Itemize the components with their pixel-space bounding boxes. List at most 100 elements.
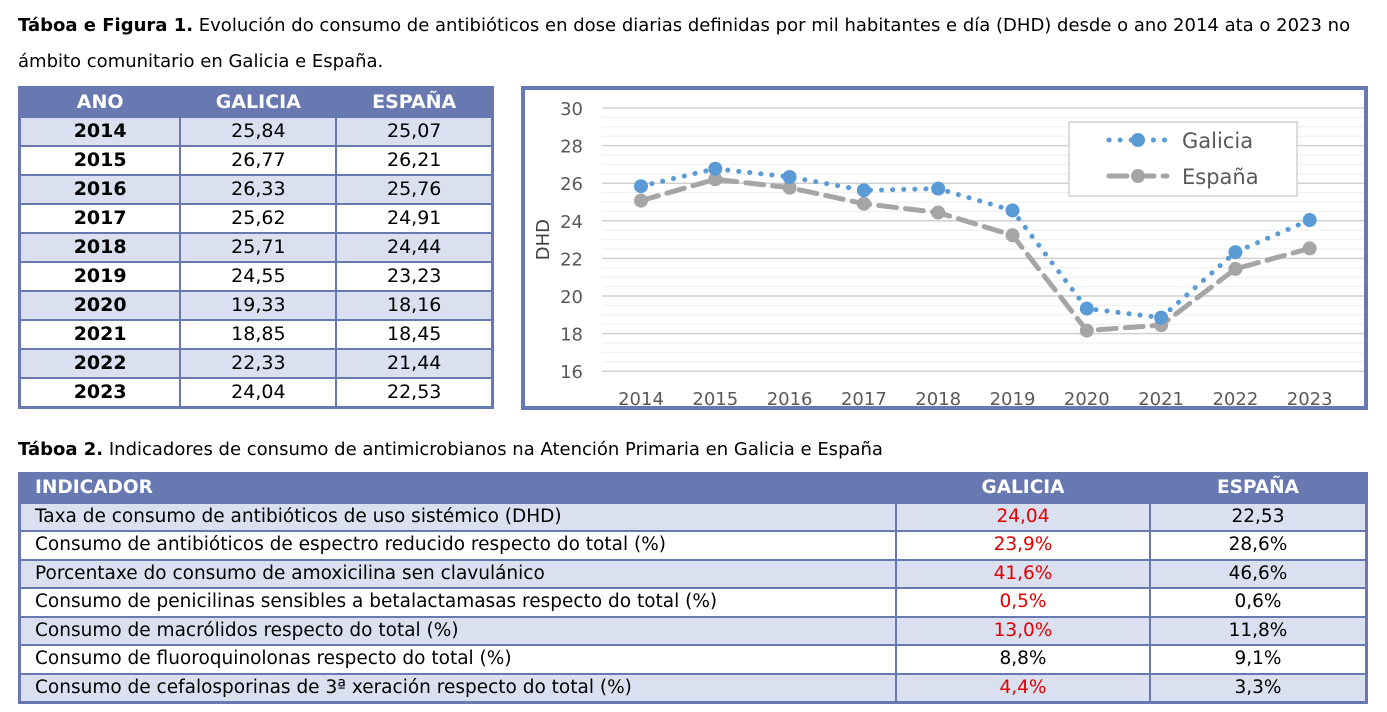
data-point	[1079, 323, 1094, 338]
cell-galicia: 25,84	[179, 116, 338, 147]
legend-label: Galicia	[1182, 129, 1253, 153]
data-point	[708, 172, 723, 187]
cell-indicator: Porcentaxe do consumo de amoxicilina sen…	[18, 558, 897, 589]
cell-galicia: 4,4%	[895, 672, 1151, 704]
y-tick-label: 24	[560, 212, 583, 233]
data-point	[1228, 261, 1243, 276]
data-point	[634, 179, 648, 194]
caption-label: Táboa e Figura 1.	[18, 15, 194, 36]
cell-galicia: 25,62	[179, 203, 338, 234]
x-tick-label: 2017	[841, 389, 887, 406]
table-2-caption: Táboa 2. Indicadores de consumo de antim…	[18, 432, 883, 468]
x-tick-label: 2023	[1287, 389, 1333, 406]
cell-year: 2022	[18, 348, 182, 379]
cell-espana: 22,53	[1149, 501, 1368, 532]
legend-label: España	[1182, 165, 1259, 189]
table-row: 2020 19,33 18,16	[18, 290, 494, 321]
cell-galicia: 41,6%	[895, 558, 1151, 589]
data-point	[1005, 228, 1020, 243]
cell-espana: 21,44	[335, 348, 494, 379]
cell-indicator: Consumo de cefalosporinas de 3ª xeración…	[18, 672, 897, 704]
data-point	[634, 193, 648, 208]
legend: Galicia España	[1068, 121, 1298, 197]
table-row: 2022 22,33 21,44	[18, 348, 494, 379]
data-point	[1154, 310, 1169, 325]
cell-indicator: Consumo de fluoroquinolonas respecto do …	[18, 644, 897, 675]
cell-espana: 28,6%	[1149, 530, 1368, 561]
legend-marker	[1131, 169, 1145, 183]
cell-year: 2019	[18, 261, 182, 292]
caption-text: Evolución do consumo de antibióticos en …	[18, 15, 1351, 72]
data-point	[931, 181, 946, 196]
col-header-indicator: INDICADOR	[18, 472, 897, 504]
data-point	[1005, 203, 1020, 218]
cell-year: 2023	[18, 377, 182, 409]
data-point	[1228, 245, 1243, 260]
cell-espana: 24,91	[335, 203, 494, 234]
cell-espana: 18,16	[335, 290, 494, 321]
cell-year: 2015	[18, 145, 182, 176]
data-point	[708, 161, 723, 176]
col-header-galicia: GALICIA	[179, 86, 338, 118]
x-tick-label: 2019	[990, 389, 1036, 406]
data-point	[1302, 241, 1317, 256]
line-chart: 16 18 20 22 24 26 28 30 2014 2015 2016 2017 2018 2019…	[521, 86, 1368, 410]
table-row: Taxa de consumo de antibióticos de uso s…	[18, 501, 1368, 532]
table-2: INDICADOR GALICIA ESPAÑA Taxa de consumo…	[18, 472, 1368, 704]
cell-espana: 22,53	[335, 377, 494, 409]
y-tick-label: 18	[560, 325, 583, 346]
table-row: 2018 25,71 24,44	[18, 232, 494, 263]
table-row: Consumo de penicilinas sensibles a betal…	[18, 587, 1368, 618]
cell-year: 2017	[18, 203, 182, 234]
series-line-1	[638, 176, 1313, 334]
cell-year: 2014	[18, 116, 182, 147]
cell-galicia: 23,9%	[895, 530, 1151, 561]
y-tick-label: 30	[560, 99, 583, 120]
y-tick-label: 16	[560, 362, 583, 383]
cell-galicia: 24,55	[179, 261, 338, 292]
table-row: Consumo de antibióticos de espectro redu…	[18, 530, 1368, 561]
y-tick-label: 28	[560, 137, 583, 158]
y-tick-label: 22	[560, 249, 583, 270]
cell-year: 2020	[18, 290, 182, 321]
cell-galicia: 8,8%	[895, 644, 1151, 675]
table-1: ANO GALICIA ESPAÑA 2014 25,84 25,07 2015 26,…	[18, 86, 494, 409]
table-row: 2014 25,84 25,07	[18, 116, 494, 147]
cell-galicia: 0,5%	[895, 587, 1151, 618]
y-tick-label: 20	[560, 287, 583, 308]
cell-espana: 24,44	[335, 232, 494, 263]
table-row: 2021 18,85 18,45	[18, 319, 494, 350]
x-tick-label: 2015	[692, 389, 738, 406]
y-tick-label: 26	[560, 174, 583, 195]
cell-galicia: 18,85	[179, 319, 338, 350]
figure-1-caption: Táboa e Figura 1. Evolución do consumo d…	[18, 8, 1378, 80]
data-point	[856, 183, 871, 198]
table-row: Consumo de cefalosporinas de 3ª xeración…	[18, 672, 1368, 704]
table-row: Consumo de macrólidos respecto do total …	[18, 615, 1368, 646]
data-point	[782, 180, 797, 195]
cell-espana: 9,1%	[1149, 644, 1368, 675]
cell-espana: 11,8%	[1149, 615, 1368, 646]
cell-galicia: 25,71	[179, 232, 338, 263]
cell-espana: 25,07	[335, 116, 494, 147]
table-row: 2017 25,62 24,91	[18, 203, 494, 234]
x-tick-label: 2022	[1212, 389, 1258, 406]
cell-galicia: 22,33	[179, 348, 338, 379]
table-row: 2019 24,55 23,23	[18, 261, 494, 292]
table-row: 2015 26,77 26,21	[18, 145, 494, 176]
col-header-espana: ESPAÑA	[1149, 472, 1368, 504]
col-header-espana: ESPAÑA	[335, 86, 494, 118]
table-row: 2016 26,33 25,76	[18, 174, 494, 205]
table-row: Porcentaxe do consumo de amoxicilina sen…	[18, 558, 1368, 589]
cell-galicia: 19,33	[179, 290, 338, 321]
cell-indicator: Consumo de macrólidos respecto do total …	[18, 615, 897, 646]
cell-year: 2016	[18, 174, 182, 205]
caption-label: Táboa 2.	[18, 439, 104, 460]
table-row: 2023 24,04 22,53	[18, 377, 494, 409]
data-point	[931, 205, 946, 220]
cell-indicator: Taxa de consumo de antibióticos de uso s…	[18, 501, 897, 532]
cell-espana: 46,6%	[1149, 558, 1368, 589]
y-axis-label: DHD	[533, 219, 554, 260]
data-point	[856, 196, 871, 211]
